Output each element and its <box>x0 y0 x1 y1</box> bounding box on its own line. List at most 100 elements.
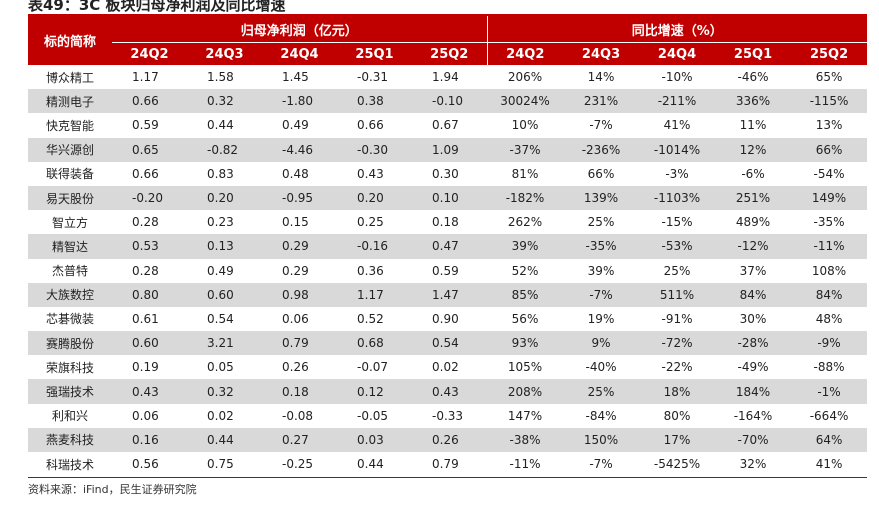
company-name-cell: 科瑞技术 <box>45 457 94 472</box>
profit-cell: -0.10 <box>412 89 488 114</box>
growth-cell: -28% <box>715 331 792 356</box>
growth-cell: -211% <box>639 89 716 114</box>
growth-cell: -35% <box>813 215 845 230</box>
profit-cell: -0.20 <box>112 185 187 211</box>
profit-cell: 0.32 <box>187 379 262 404</box>
source-note: 资料来源：iFind，民生证券研究院 <box>28 483 197 496</box>
growth-cell: 84% <box>791 282 868 307</box>
profit-cell: 0.49 <box>207 263 234 278</box>
profit-cell: 0.18 <box>432 215 459 230</box>
profit-cell: 0.43 <box>357 166 384 181</box>
profit-cell: -4.46 <box>262 137 337 162</box>
growth-cell: -72% <box>639 331 716 356</box>
growth-cell: 32% <box>739 457 767 472</box>
profit-cell: 1.58 <box>207 70 234 85</box>
table-row: 杰普特 0.28 0.49 0.29 0.36 0.59 52% 39% 25% 37% 108% <box>28 259 867 283</box>
growth-cell: 208% <box>487 379 564 404</box>
growth-cell: -53% <box>639 234 716 259</box>
growth-cell: 231% <box>563 89 640 114</box>
profit-cell: 0.49 <box>282 118 309 133</box>
profit-cell: 0.61 <box>132 311 159 326</box>
growth-cell: -5425% <box>653 457 701 472</box>
growth-cell: 149% <box>791 185 868 211</box>
growth-cell: 66% <box>587 166 615 181</box>
profit-cell: 0.54 <box>412 331 488 356</box>
profit-cell: -0.16 <box>337 234 412 259</box>
profit-cell: 0.59 <box>132 118 159 133</box>
growth-cell: -11% <box>509 457 541 472</box>
profit-cell: 0.29 <box>282 263 309 278</box>
growth-cell: -40% <box>585 360 617 375</box>
growth-cell: -22% <box>661 360 693 375</box>
table-row: 利和兴 0.06 0.02 -0.08 -0.05 -0.33 147% -84% 80% -16… <box>28 404 867 428</box>
company-name-cell: 精测电子 <box>28 89 112 114</box>
table-row: 智立方 0.28 0.23 0.15 0.25 0.18 262% 25% -15% 489% -3… <box>28 210 867 234</box>
growth-cell: -1% <box>791 379 868 404</box>
profit-cell: -0.82 <box>187 137 262 162</box>
growth-cell: 19% <box>587 311 615 326</box>
table-title: 表49：3C 板块归母净利润及同比增速 <box>28 0 286 14</box>
profit-cell: 0.44 <box>357 457 384 472</box>
profit-cell: 1.09 <box>412 137 488 162</box>
profit-cell: 0.36 <box>357 263 384 278</box>
company-name-cell: 利和兴 <box>51 409 88 424</box>
growth-cell: 65% <box>815 70 843 85</box>
growth-cell: -46% <box>737 70 769 85</box>
growth-cell: 108% <box>811 263 847 278</box>
growth-cell: -7% <box>589 457 613 472</box>
profit-cell: 0.28 <box>132 215 159 230</box>
profit-period-header: 24Q2 <box>112 42 187 65</box>
growth-cell: -84% <box>585 408 617 423</box>
profit-cell: 0.20 <box>187 185 262 211</box>
profit-cell: 0.15 <box>282 215 309 230</box>
table-row: 联得装备 0.66 0.83 0.48 0.43 0.30 81% 66% -3% -6% -54% <box>28 162 867 186</box>
growth-cell: -54% <box>813 166 845 181</box>
profit-group-header: 归母净利润（亿元） <box>112 16 488 43</box>
profit-cell: 0.23 <box>207 215 234 230</box>
profit-cell: 0.10 <box>412 185 488 211</box>
profit-period-header: 24Q3 <box>187 42 262 65</box>
growth-cell: 262% <box>507 215 543 230</box>
profit-cell: -0.31 <box>357 70 389 85</box>
growth-cell: 13% <box>815 118 843 133</box>
profit-cell: 0.60 <box>187 282 262 307</box>
profit-cell: 0.59 <box>432 263 459 278</box>
profit-cell: 0.75 <box>207 457 234 472</box>
profit-cell: 0.90 <box>432 311 459 326</box>
profit-cell: 1.17 <box>337 282 412 307</box>
growth-cell: -3% <box>665 166 689 181</box>
growth-cell: 14% <box>587 70 615 85</box>
growth-cell: -1103% <box>639 185 716 211</box>
growth-cell: 84% <box>715 282 792 307</box>
company-name-cell: 智立方 <box>51 215 88 230</box>
company-name-cell: 快克智能 <box>45 118 94 133</box>
growth-cell: 41% <box>815 457 843 472</box>
profit-cell: 0.28 <box>132 263 159 278</box>
company-name-cell: 易天股份 <box>28 185 112 211</box>
growth-cell: 30% <box>739 311 767 326</box>
profit-cell: 0.60 <box>112 331 187 356</box>
growth-period-header: 25Q2 <box>791 42 868 65</box>
growth-cell: -38% <box>487 427 564 452</box>
table-row: 大族数控 0.80 0.60 0.98 1.17 1.47 85% -7% 511% 84% 84% <box>28 282 868 307</box>
growth-cell: 10% <box>511 118 539 133</box>
table-row: 燕麦科技 0.16 0.44 0.27 0.03 0.26 -38% 150% 17% -70% 6… <box>28 427 868 452</box>
profit-cell: 0.06 <box>132 408 159 423</box>
growth-cell: 25% <box>587 215 615 230</box>
profit-cell: 0.26 <box>412 427 488 452</box>
growth-cell: -49% <box>737 360 769 375</box>
growth-cell: -15% <box>661 215 693 230</box>
profit-cell: 0.03 <box>337 427 412 452</box>
growth-cell: -70% <box>715 427 792 452</box>
profit-cell: 0.79 <box>432 457 459 472</box>
table-row: 快克智能 0.59 0.44 0.49 0.66 0.67 10% -7% 41% 11% 13% <box>28 113 867 137</box>
profit-cell: 0.83 <box>207 166 234 181</box>
growth-cell: 150% <box>563 427 640 452</box>
growth-cell: 147% <box>507 408 543 423</box>
profit-cell: 0.68 <box>337 331 412 356</box>
profit-cell: 1.17 <box>132 70 159 85</box>
profit-cell: 0.53 <box>112 234 187 259</box>
table-row: 华兴源创 0.65 -0.82 -4.46 -0.30 1.09 -37% -236% -101… <box>28 137 868 162</box>
profit-cell: 0.66 <box>357 118 384 133</box>
growth-period-header: 24Q3 <box>563 42 640 65</box>
